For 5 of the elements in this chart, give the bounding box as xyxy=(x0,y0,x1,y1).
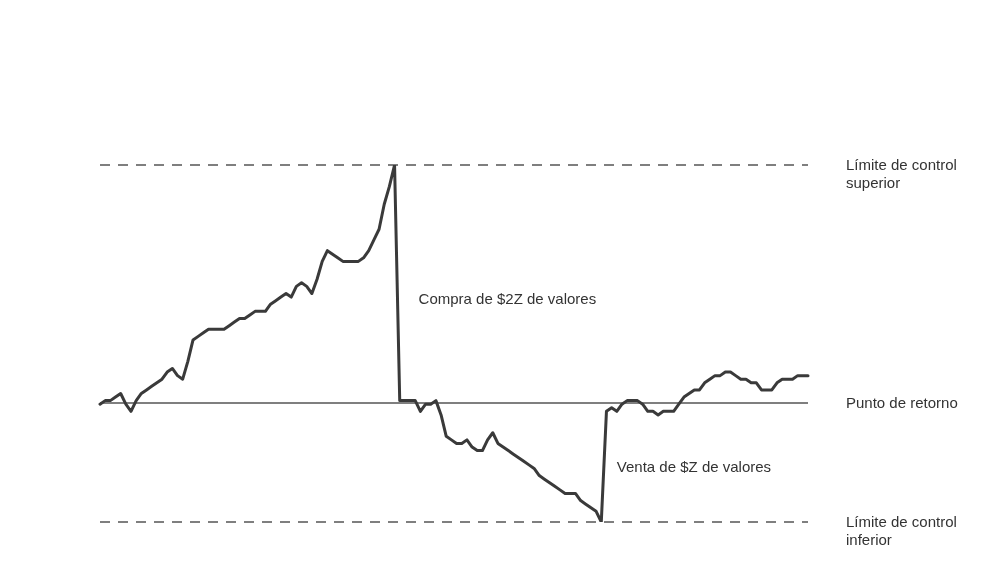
ref-line-label: Límite de control superior xyxy=(846,156,957,191)
ref-line-label: Límite de control inferior xyxy=(846,513,957,548)
annotation: Compra de $2Z de valores xyxy=(418,289,597,307)
annotation: Venta de $Z de valores xyxy=(616,457,772,475)
ref-line-label: Punto de retorno xyxy=(846,394,958,412)
